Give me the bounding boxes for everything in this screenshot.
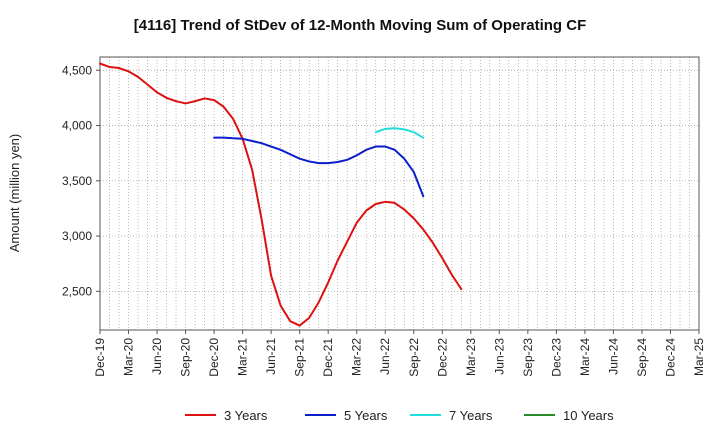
grid-lines bbox=[100, 57, 699, 330]
x-tick-label: Dec-21 bbox=[321, 338, 335, 377]
x-tick-label: Dec-23 bbox=[549, 338, 563, 377]
x-tick-label: Mar-21 bbox=[236, 338, 250, 376]
x-tick-label: Dec-22 bbox=[435, 338, 449, 377]
x-tick-label: Dec-20 bbox=[207, 338, 221, 377]
series-line-5-years bbox=[213, 136, 425, 198]
x-tick-label: Jun-23 bbox=[492, 338, 506, 375]
y-tick-label: 4,000 bbox=[62, 119, 92, 133]
plot-area-frame bbox=[99, 56, 700, 331]
x-tick-label: Mar-24 bbox=[578, 338, 592, 376]
y-tick-label: 3,500 bbox=[62, 174, 92, 188]
legend-label: 7 Years bbox=[449, 408, 493, 423]
x-tick-label: Jun-21 bbox=[264, 338, 278, 375]
y-tick-label: 3,000 bbox=[62, 229, 92, 243]
x-tick-label: Mar-20 bbox=[122, 338, 136, 376]
legend-label: 10 Years bbox=[563, 408, 614, 423]
x-tick-label: Sep-21 bbox=[293, 338, 307, 377]
chart-title: [4116] Trend of StDev of 12-Month Moving… bbox=[134, 17, 587, 34]
x-tick-label: Jun-22 bbox=[378, 338, 392, 375]
x-tick-label: Mar-23 bbox=[464, 338, 478, 376]
x-tick-label: Dec-24 bbox=[663, 338, 677, 377]
legend-label: 3 Years bbox=[224, 408, 268, 423]
series-line-3-years bbox=[99, 62, 463, 327]
x-tick-label: Mar-25 bbox=[692, 338, 706, 376]
x-axis-ticks: Dec-19 Mar-20 Jun-20 Sep-20 Dec-20 Mar-21 Jun-… bbox=[93, 330, 706, 377]
x-tick-label: Dec-19 bbox=[93, 338, 107, 377]
y-axis-title: Amount (million yen) bbox=[7, 134, 22, 253]
y-tick-label: 4,500 bbox=[62, 63, 92, 77]
x-tick-label: Sep-24 bbox=[635, 338, 649, 377]
legend-label: 5 Years bbox=[344, 408, 388, 423]
y-axis-ticks: 2,500 3,000 3,500 4,000 4,500 bbox=[62, 63, 100, 298]
x-tick-label: Sep-22 bbox=[407, 338, 421, 377]
legend: 3 Years 5 Years 7 Years 10 Years bbox=[185, 408, 614, 423]
series-line-7-years bbox=[374, 127, 425, 139]
x-tick-label: Jun-20 bbox=[150, 338, 164, 375]
x-tick-label: Sep-20 bbox=[179, 338, 193, 377]
series-lines bbox=[99, 62, 463, 327]
x-tick-label: Mar-22 bbox=[350, 338, 364, 376]
y-tick-label: 2,500 bbox=[62, 284, 92, 298]
x-tick-label: Jun-24 bbox=[606, 338, 620, 375]
x-tick-label: Sep-23 bbox=[521, 338, 535, 377]
